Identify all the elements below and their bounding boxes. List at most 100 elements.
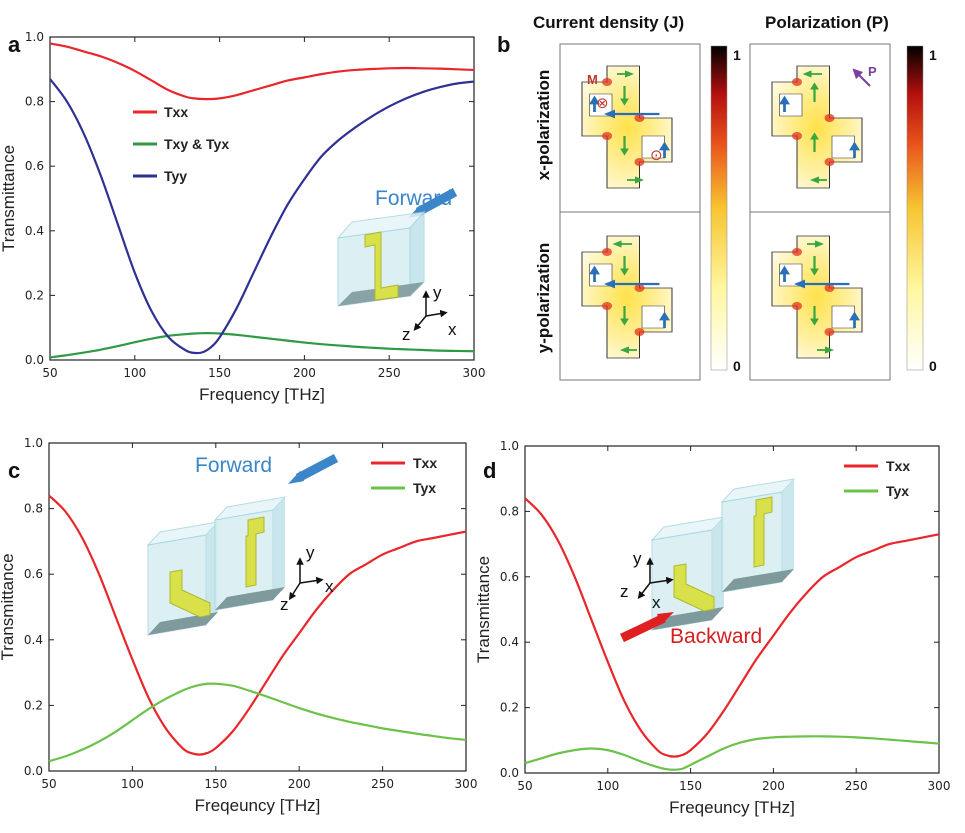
chart-panel-c: 50 100 150 200 250 300 0.0 0.2 0.4 0.6 0.8 1.0 Freqe… [0, 436, 477, 815]
x-tick-label: 300 [928, 779, 951, 793]
y-tick-label: 0.8 [24, 502, 43, 516]
legend-panel-a: Txx Txy & Tyx Tyy [133, 104, 229, 184]
backward-arrow-d [620, 613, 666, 643]
legend-entry: Tyx [886, 483, 909, 499]
y-tick-label: 0.8 [25, 95, 44, 109]
x-tick-label: 100 [596, 779, 619, 793]
structure-outline [581, 235, 673, 359]
y-tick-label: 1.0 [24, 436, 43, 450]
y-tick-label: 0.2 [24, 698, 43, 712]
row-title-y-polarization: y-polarization [534, 243, 553, 354]
unit-cell-illustration-a [336, 210, 426, 307]
x-tick-label: 100 [121, 777, 144, 791]
p-arrow-label: P [868, 64, 877, 79]
field-map-p-x-polarization [771, 65, 863, 189]
axis-letter-x-c: x [325, 577, 334, 596]
y-tick-label: 0.0 [25, 353, 44, 367]
plot-frame [48, 442, 467, 772]
series-line-tyy [49, 78, 475, 355]
field-hotspot [634, 114, 645, 122]
series-line-txx [524, 497, 940, 758]
legend-entry: Txy & Tyx [164, 136, 229, 152]
void-region [641, 305, 665, 329]
x-tick-label: 150 [208, 366, 231, 380]
x-tick-label: 50 [517, 779, 532, 793]
structure-outline [771, 235, 863, 359]
field-hotspot [824, 328, 835, 336]
field-hotspot [634, 284, 645, 292]
y-tick-label: 1.0 [25, 30, 44, 44]
chart-panel-a: 50 100 150 200 250 300 0.0 0.2 0.4 0.6 0.8 1.0 Frequ… [0, 30, 485, 404]
unit-cell-illustration-c [146, 496, 287, 636]
forward-arrow-a [415, 188, 458, 216]
y-tick-label: 0.6 [500, 570, 519, 584]
field-hotspot [602, 132, 612, 140]
x-tick-label: 100 [123, 366, 146, 380]
field-map-j-x-polarization [581, 65, 673, 189]
colorbar-j-min: 0 [733, 358, 741, 374]
x-axis-label: Frequency [THz] [199, 385, 325, 404]
field-map-j-y-polarization [581, 235, 673, 359]
x-axis-label: Freqeuncy [THz] [195, 796, 321, 815]
void-region [779, 93, 803, 117]
panel-label-b: b [497, 32, 510, 57]
panel-label-c: c [8, 458, 20, 483]
x-tick-label: 300 [463, 366, 486, 380]
axis-letter-y-a: y [433, 283, 442, 302]
x-tick-label: 150 [204, 777, 227, 791]
y-axis-label: Transmittance [0, 553, 17, 660]
x-axis-label: Freqeuncy [THz] [669, 798, 795, 817]
field-map-p-y-polarization [771, 235, 863, 359]
void-region [831, 305, 855, 329]
legend-entry: Txx [886, 458, 910, 474]
legend-panel-d: Txx Tyx [844, 458, 910, 499]
legend-entry: Txx [164, 104, 188, 120]
plot-frame [524, 445, 940, 774]
field-hotspot [824, 158, 835, 166]
series-line-txx [49, 42, 475, 101]
forward-label-c: Forward [195, 454, 272, 477]
y-tick-label: 0.6 [25, 159, 44, 173]
colorbar-p [906, 45, 924, 371]
field-hotspot [792, 302, 802, 310]
x-tick-label: 150 [679, 779, 702, 793]
structure-outline [771, 65, 863, 189]
field-hotspot [602, 78, 612, 86]
legend-panel-c: Txx Tyx [371, 455, 437, 496]
column-title-polarization: Polarization (P) [765, 13, 889, 32]
field-hotspot [602, 248, 612, 256]
y-tick-label: 0.0 [24, 764, 43, 778]
series-line-tyx [524, 735, 940, 771]
legend-entry: Txx [413, 455, 437, 471]
x-tick-label: 200 [288, 777, 311, 791]
unit-cell-illustration-d [650, 478, 796, 631]
x-tick-label: 300 [455, 777, 478, 791]
plot-frame [49, 36, 475, 361]
column-title-current-density: Current density (J) [533, 13, 684, 32]
forward-arrowhead-c [288, 471, 304, 484]
void-region [589, 263, 613, 287]
x-tick-label: 200 [293, 366, 316, 380]
x-tick-label: 250 [845, 779, 868, 793]
axes-triad-c: y z x [280, 543, 334, 614]
y-tick-label: 1.0 [500, 439, 519, 453]
forward-arrow-c [295, 454, 339, 482]
legend-entry: Tyy [164, 168, 187, 184]
x-tick-label: 250 [371, 777, 394, 791]
void-region [779, 263, 803, 287]
chart-panel-d: 50 100 150 200 250 300 0.0 0.2 0.4 0.6 0.8 1.0 Freqe… [474, 439, 950, 817]
field-hotspot [792, 248, 802, 256]
x-tick-label: 50 [41, 777, 56, 791]
y-axis-label: Transmittance [474, 556, 493, 663]
field-hotspot [824, 284, 835, 292]
colorbar-p-max: 1 [929, 47, 937, 63]
y-tick-label: 0.8 [500, 504, 519, 518]
y-axis-label: Transmittance [0, 145, 18, 252]
legend-entry: Tyx [413, 480, 436, 496]
current-out-icon: ⊙ [650, 146, 663, 164]
colorbar-j-max: 1 [733, 47, 741, 63]
field-hotspot [634, 328, 645, 336]
axis-letter-y-d: y [633, 549, 642, 568]
backward-arrowhead-d [657, 612, 674, 625]
